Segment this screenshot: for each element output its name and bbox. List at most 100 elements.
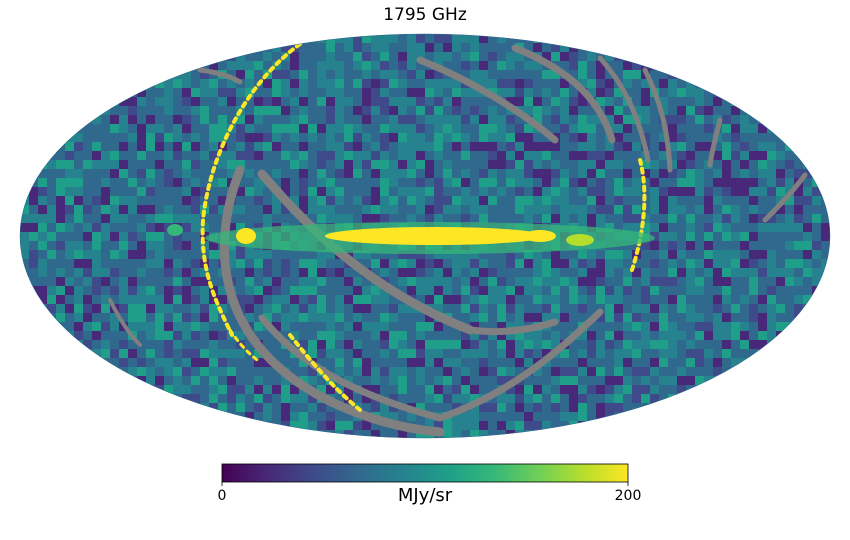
map-pixel — [155, 241, 164, 250]
map-pixel — [542, 52, 551, 61]
map-pixel — [389, 430, 398, 438]
map-pixel — [488, 295, 497, 304]
map-pixel — [254, 52, 263, 61]
map-pixel — [254, 43, 263, 52]
map-pixel — [623, 142, 632, 151]
map-pixel — [209, 133, 218, 142]
map-pixel — [425, 250, 434, 259]
map-pixel — [173, 295, 182, 304]
map-pixel — [83, 268, 92, 277]
map-pixel — [344, 295, 353, 304]
map-pixel — [776, 304, 785, 313]
map-pixel — [506, 349, 515, 358]
map-pixel — [416, 367, 425, 376]
map-pixel — [470, 52, 479, 61]
map-pixel — [461, 412, 470, 421]
map-pixel — [362, 250, 371, 259]
map-pixel — [326, 268, 335, 277]
map-pixel — [155, 124, 164, 133]
map-pixel — [137, 124, 146, 133]
map-pixel — [614, 160, 623, 169]
map-pixel — [326, 340, 335, 349]
map-pixel — [353, 187, 362, 196]
map-pixel — [416, 331, 425, 340]
map-pixel — [191, 313, 200, 322]
map-pixel — [362, 187, 371, 196]
map-pixel — [686, 97, 695, 106]
map-pixel — [173, 259, 182, 268]
map-pixel — [614, 142, 623, 151]
map-pixel — [425, 124, 434, 133]
map-pixel — [488, 403, 497, 412]
map-pixel — [605, 214, 614, 223]
map-pixel — [506, 178, 515, 187]
map-pixel — [236, 403, 245, 412]
map-pixel — [335, 322, 344, 331]
map-pixel — [416, 97, 425, 106]
map-pixel — [506, 412, 515, 421]
map-pixel — [704, 241, 713, 250]
map-pixel — [560, 295, 569, 304]
map-pixel — [308, 61, 317, 70]
map-pixel — [497, 313, 506, 322]
map-pixel — [56, 304, 65, 313]
map-pixel — [551, 322, 560, 331]
map-pixel — [434, 115, 443, 124]
map-pixel — [722, 169, 731, 178]
map-pixel — [551, 178, 560, 187]
map-pixel — [245, 79, 254, 88]
map-pixel — [533, 385, 542, 394]
map-pixel — [56, 196, 65, 205]
map-pixel — [443, 250, 452, 259]
map-pixel — [290, 250, 299, 259]
map-pixel — [560, 322, 569, 331]
map-pixel — [335, 394, 344, 403]
map-pixel — [101, 259, 110, 268]
map-pixel — [434, 394, 443, 403]
map-pixel — [731, 106, 740, 115]
map-pixel — [416, 160, 425, 169]
map-pixel — [794, 151, 803, 160]
map-pixel — [578, 169, 587, 178]
map-pixel — [236, 367, 245, 376]
map-pixel — [398, 412, 407, 421]
map-pixel — [56, 142, 65, 151]
map-pixel — [794, 295, 803, 304]
map-pixel — [227, 214, 236, 223]
map-pixel — [380, 367, 389, 376]
map-pixel — [344, 70, 353, 79]
map-pixel — [200, 250, 209, 259]
map-pixel — [632, 367, 641, 376]
map-pixel — [677, 97, 686, 106]
map-pixel — [758, 133, 767, 142]
map-pixel — [191, 250, 200, 259]
map-pixel — [146, 160, 155, 169]
map-pixel — [317, 178, 326, 187]
map-pixel — [578, 331, 587, 340]
map-pixel — [488, 214, 497, 223]
map-pixel — [317, 43, 326, 52]
map-pixel — [452, 133, 461, 142]
map-pixel — [605, 169, 614, 178]
map-pixel — [623, 223, 632, 232]
map-pixel — [452, 214, 461, 223]
map-pixel — [542, 97, 551, 106]
map-pixel — [731, 187, 740, 196]
map-pixel — [731, 178, 740, 187]
map-pixel — [434, 169, 443, 178]
map-pixel — [326, 160, 335, 169]
map-pixel — [551, 70, 560, 79]
map-pixel — [254, 223, 263, 232]
map-pixel — [542, 169, 551, 178]
map-pixel — [695, 295, 704, 304]
map-pixel — [443, 151, 452, 160]
map-pixel — [29, 214, 38, 223]
map-pixel — [407, 142, 416, 151]
map-pixel — [470, 259, 479, 268]
map-pixel — [659, 88, 668, 97]
map-pixel — [641, 394, 650, 403]
map-pixel — [515, 403, 524, 412]
map-pixel — [164, 205, 173, 214]
map-pixel — [470, 394, 479, 403]
map-pixel — [344, 79, 353, 88]
